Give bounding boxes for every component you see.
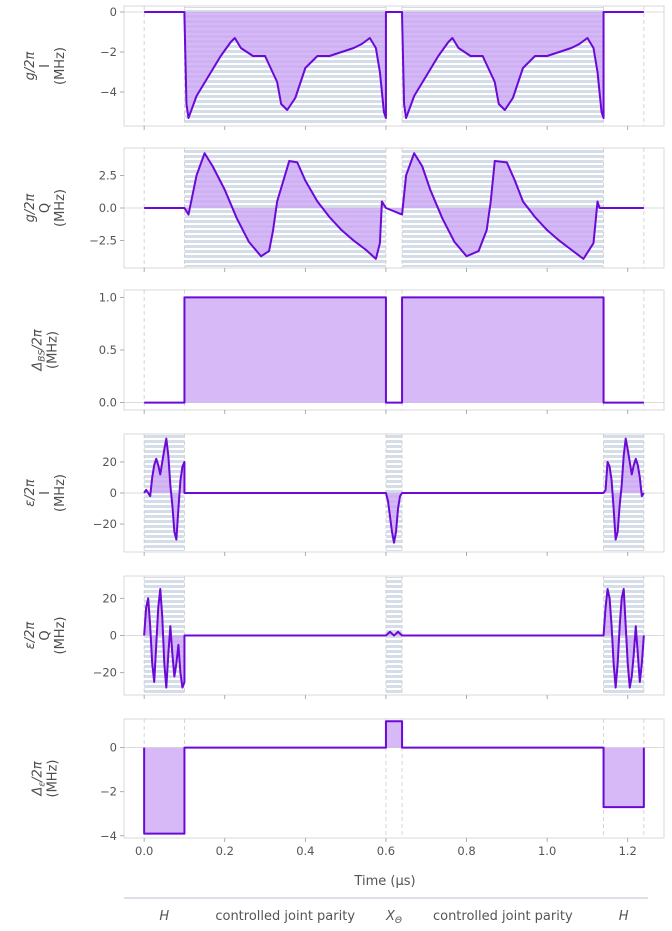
y-tick-label: −20 (93, 517, 117, 531)
y-tick-label: −4 (100, 829, 117, 843)
y-tick-label: −2 (100, 45, 117, 59)
panel-delta_eps: 0 −2 −4 0.0 0.2 0.4 0.6 0.8 1.0 1.2 Δε/2π (MHz) (31, 718, 665, 858)
x-axis-label: Time (µs) (353, 874, 415, 889)
panel-eps_I: 20 0 −20 ε/2π I (MHz) (23, 433, 665, 556)
y-tick-label: −2.5 (89, 234, 117, 248)
y-tick-label: 2.5 (99, 168, 117, 182)
axes-frame (123, 718, 665, 839)
y-axis-label: (MHz) (53, 189, 68, 227)
series-line (143, 437, 645, 544)
y-tick-label: 0.0 (99, 201, 117, 215)
y-axis-label: g/2π (23, 51, 38, 80)
y-tick-label: 0 (110, 741, 117, 755)
gate-label: controlled joint parity (215, 909, 355, 924)
y-tick-label: 0.5 (99, 343, 117, 357)
y-axis-label: g/2π (23, 193, 38, 222)
y-tick-label: −2 (100, 785, 117, 799)
panel-delta_BS: 1.0 0.5 0.0 ΔBS/2π (MHz) (31, 289, 665, 414)
y-axis-label: ε/2π (23, 622, 38, 650)
y-tick-label: −20 (93, 666, 117, 680)
x-tick-label: 0.4 (296, 844, 314, 858)
series-fill (144, 438, 644, 543)
x-tick-label: 1.0 (538, 844, 556, 858)
gate-label: controlled joint parity (433, 909, 573, 924)
gate-label: H (159, 909, 169, 924)
panel-g_Q: 2.5 0.0 −2.5 g/2π Q (MHz) (23, 147, 665, 272)
gate-label: XΘ (385, 909, 402, 926)
series-line (144, 152, 644, 260)
x-tick-label: 1.2 (619, 844, 637, 858)
series-fill (144, 153, 644, 259)
y-tick-label: 20 (102, 591, 117, 605)
y-tick-label: −4 (100, 85, 117, 99)
y-axis-label: (MHz) (53, 474, 68, 512)
series-fill (144, 297, 644, 403)
y-tick-label: 0 (110, 5, 117, 19)
y-tick-label: 0 (110, 629, 117, 643)
y-axis-label: Q (38, 203, 53, 213)
gate-label: H (619, 909, 629, 924)
y-tick-label: 20 (102, 455, 117, 469)
y-tick-label: 0.0 (99, 396, 117, 410)
y-axis-label: Δε/2π (31, 761, 48, 796)
series-line (144, 296, 644, 404)
y-axis-label: ε/2π (23, 479, 38, 507)
y-axis-label: Q (38, 630, 53, 640)
y-axis-label: ΔBS/2π (31, 329, 48, 371)
series-line (144, 11, 644, 119)
series-fill (144, 12, 644, 118)
y-axis-label: (MHz) (53, 47, 68, 85)
y-axis-label: I (38, 491, 53, 495)
y-axis-label: (MHz) (46, 760, 61, 798)
x-tick-label: 0.0 (135, 844, 153, 858)
series-line (143, 720, 645, 835)
panel-eps_Q: 20 0 −20 ε/2π Q (MHz) (23, 575, 665, 699)
x-tick-label: 0.8 (457, 844, 475, 858)
y-tick-label: 0 (110, 486, 117, 500)
y-axis-label: (MHz) (53, 617, 68, 655)
series-line (143, 588, 645, 689)
y-axis-label: I (38, 64, 53, 68)
x-tick-label: 0.2 (216, 844, 234, 858)
panel-g_I: 0 −2 −4 g/2π I (MHz) (23, 5, 665, 130)
series-fill (144, 721, 644, 834)
y-axis-label: (MHz) (46, 331, 61, 369)
y-tick-label: 1.0 (99, 290, 117, 304)
x-tick-label: 0.6 (377, 844, 395, 858)
